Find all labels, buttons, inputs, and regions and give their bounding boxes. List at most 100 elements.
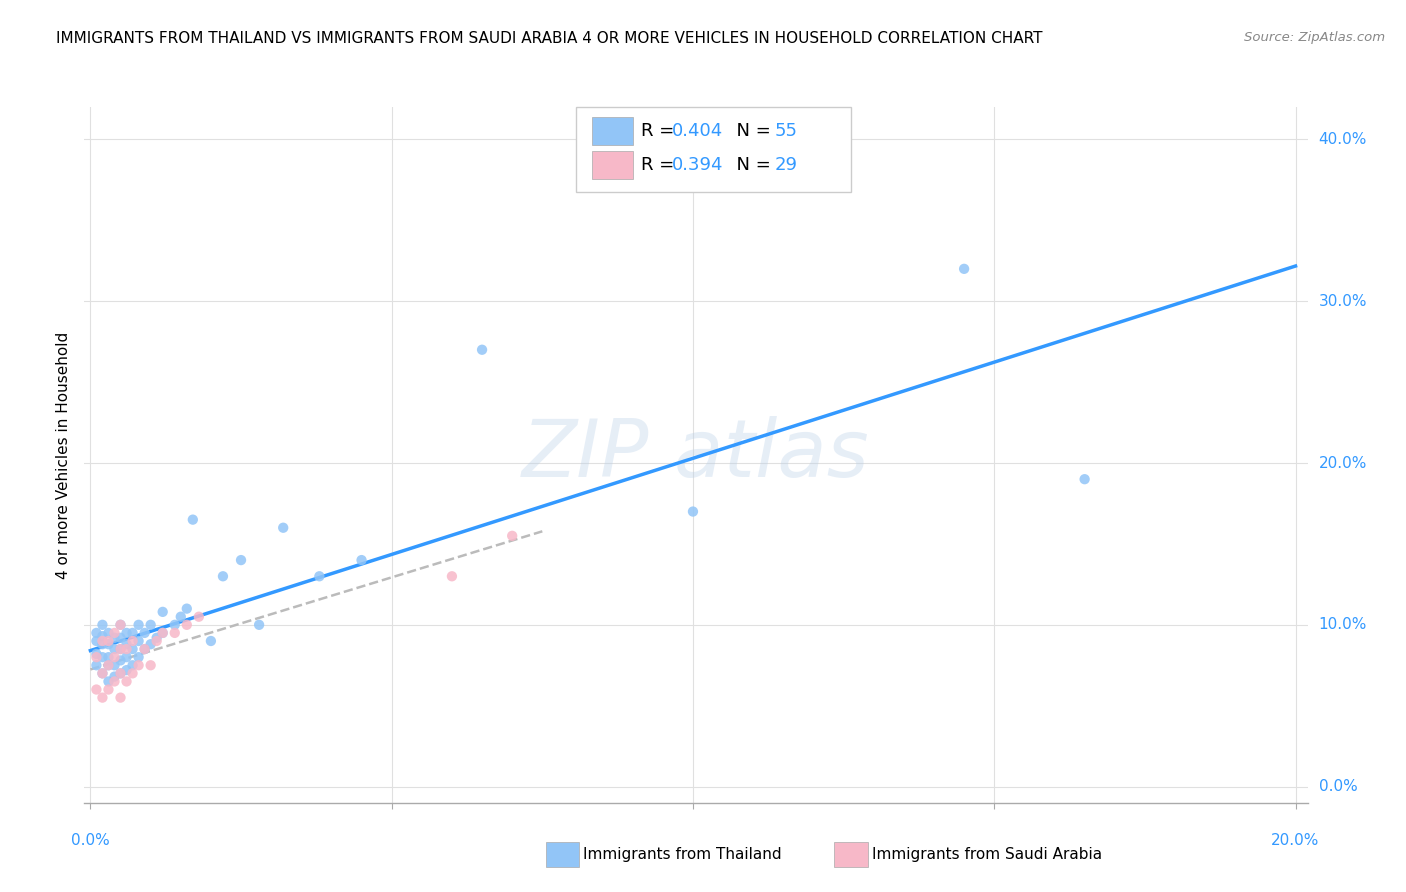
Point bbox=[86, 634, 108, 648]
Point bbox=[97, 637, 120, 651]
Point bbox=[110, 666, 132, 681]
Text: IMMIGRANTS FROM THAILAND VS IMMIGRANTS FROM SAUDI ARABIA 4 OR MORE VEHICLES IN H: IMMIGRANTS FROM THAILAND VS IMMIGRANTS F… bbox=[56, 31, 1043, 46]
Point bbox=[110, 642, 132, 657]
Point bbox=[176, 617, 198, 632]
Point bbox=[91, 650, 114, 665]
Point bbox=[163, 617, 186, 632]
Point bbox=[110, 617, 132, 632]
Point bbox=[139, 617, 162, 632]
Point bbox=[953, 261, 976, 276]
Point bbox=[145, 631, 167, 645]
Point bbox=[187, 609, 209, 624]
Text: 20.0%: 20.0% bbox=[1271, 833, 1320, 848]
Point bbox=[170, 609, 193, 624]
Point bbox=[128, 658, 150, 673]
Point bbox=[682, 504, 704, 518]
Point bbox=[86, 658, 108, 673]
Point bbox=[91, 637, 114, 651]
Text: N =: N = bbox=[725, 122, 778, 140]
Point bbox=[91, 690, 114, 705]
Point bbox=[134, 642, 156, 657]
Point bbox=[86, 647, 108, 661]
Text: 0.394: 0.394 bbox=[672, 156, 724, 174]
Point bbox=[97, 650, 120, 665]
Text: N =: N = bbox=[725, 156, 778, 174]
Point bbox=[350, 553, 373, 567]
Text: 30.0%: 30.0% bbox=[1319, 293, 1367, 309]
Point bbox=[115, 650, 138, 665]
Point bbox=[128, 634, 150, 648]
Point bbox=[103, 626, 125, 640]
Point bbox=[97, 658, 120, 673]
Point bbox=[121, 666, 143, 681]
Point bbox=[247, 617, 270, 632]
Point bbox=[121, 626, 143, 640]
Point bbox=[91, 629, 114, 643]
Text: 55: 55 bbox=[775, 122, 797, 140]
Text: 29: 29 bbox=[775, 156, 797, 174]
Point bbox=[212, 569, 235, 583]
Text: 10.0%: 10.0% bbox=[1319, 617, 1367, 632]
Point bbox=[121, 658, 143, 673]
Point bbox=[152, 626, 174, 640]
Point bbox=[97, 682, 120, 697]
Point bbox=[110, 642, 132, 657]
Point bbox=[103, 642, 125, 657]
Point bbox=[134, 626, 156, 640]
Text: 0.404: 0.404 bbox=[672, 122, 723, 140]
Text: 40.0%: 40.0% bbox=[1319, 132, 1367, 147]
Point bbox=[121, 642, 143, 657]
Point bbox=[103, 674, 125, 689]
Point bbox=[501, 529, 523, 543]
Text: 0.0%: 0.0% bbox=[1319, 779, 1357, 794]
Point bbox=[139, 637, 162, 651]
Point bbox=[86, 626, 108, 640]
Text: ZIP atlas: ZIP atlas bbox=[522, 416, 870, 494]
Point bbox=[103, 631, 125, 645]
Point bbox=[145, 634, 167, 648]
Point bbox=[97, 626, 120, 640]
Point bbox=[128, 617, 150, 632]
Point bbox=[471, 343, 494, 357]
Point bbox=[103, 670, 125, 684]
Text: R =: R = bbox=[641, 156, 681, 174]
Point bbox=[440, 569, 463, 583]
Point bbox=[91, 634, 114, 648]
Point bbox=[152, 626, 174, 640]
Point bbox=[115, 637, 138, 651]
Text: 20.0%: 20.0% bbox=[1319, 456, 1367, 470]
Y-axis label: 4 or more Vehicles in Household: 4 or more Vehicles in Household bbox=[56, 331, 72, 579]
Point bbox=[115, 642, 138, 657]
Point bbox=[97, 658, 120, 673]
Text: Immigrants from Thailand: Immigrants from Thailand bbox=[583, 847, 782, 862]
Point bbox=[97, 674, 120, 689]
Text: R =: R = bbox=[641, 122, 681, 140]
Point bbox=[176, 601, 198, 615]
Text: Immigrants from Saudi Arabia: Immigrants from Saudi Arabia bbox=[872, 847, 1102, 862]
Point bbox=[103, 650, 125, 665]
Point bbox=[115, 663, 138, 677]
Point bbox=[139, 658, 162, 673]
Point bbox=[91, 617, 114, 632]
Point bbox=[200, 634, 222, 648]
Point bbox=[115, 674, 138, 689]
Point bbox=[91, 666, 114, 681]
Point bbox=[181, 513, 204, 527]
Point bbox=[271, 521, 294, 535]
Point bbox=[110, 617, 132, 632]
Point bbox=[86, 650, 108, 665]
Text: 0.0%: 0.0% bbox=[72, 833, 110, 848]
Point bbox=[97, 634, 120, 648]
Point bbox=[308, 569, 330, 583]
Point bbox=[128, 650, 150, 665]
Point bbox=[163, 626, 186, 640]
Point bbox=[152, 605, 174, 619]
Point bbox=[86, 682, 108, 697]
Point bbox=[110, 666, 132, 681]
Point bbox=[134, 642, 156, 657]
Point bbox=[110, 653, 132, 667]
Point bbox=[121, 634, 143, 648]
Point bbox=[1073, 472, 1095, 486]
Point bbox=[115, 626, 138, 640]
Point bbox=[110, 690, 132, 705]
